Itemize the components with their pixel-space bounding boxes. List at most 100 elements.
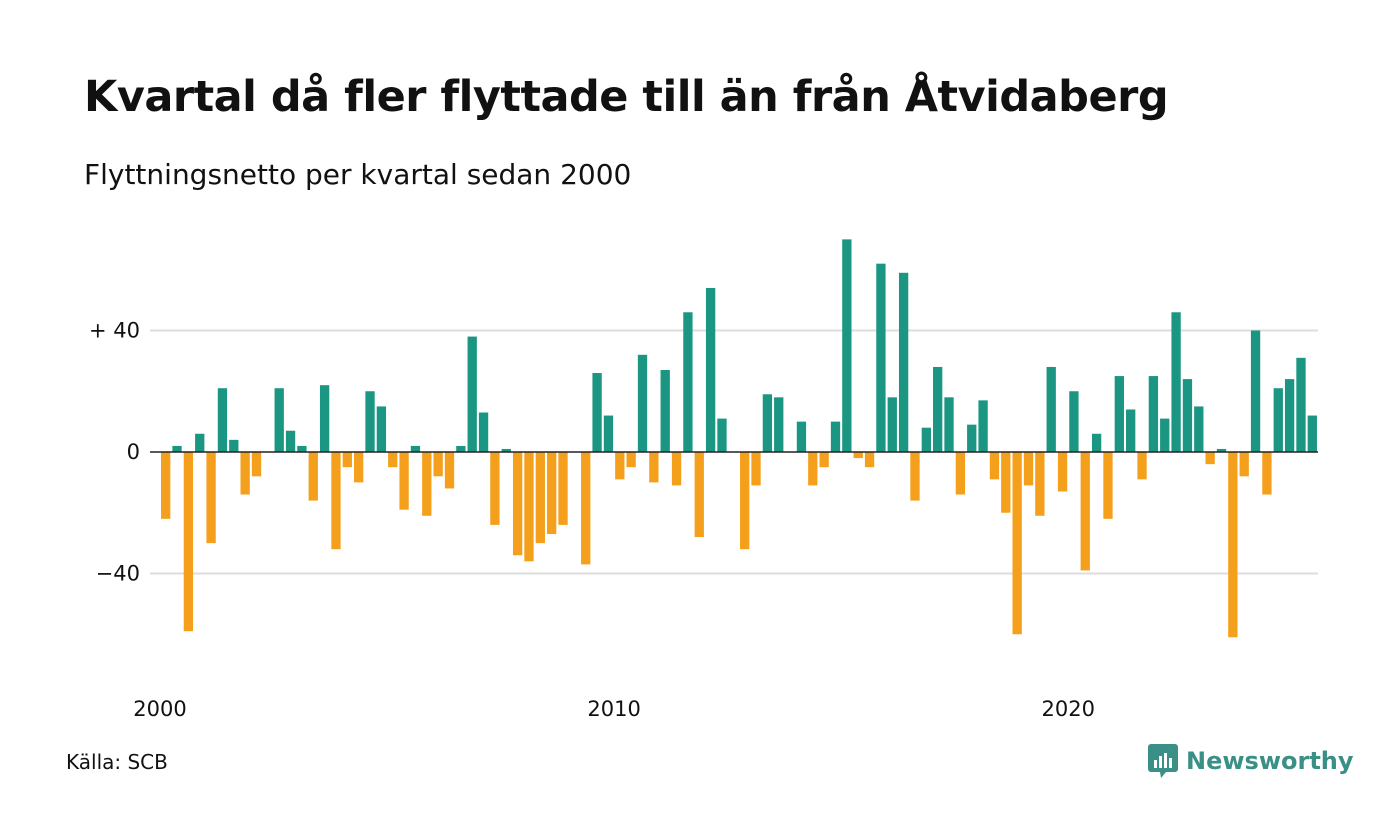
bar [251, 452, 262, 477]
bar [183, 452, 194, 632]
bar [1307, 415, 1317, 452]
bar [705, 287, 716, 453]
bar [467, 336, 477, 452]
bar [853, 452, 863, 459]
bar [490, 452, 500, 525]
bar [944, 397, 954, 452]
bar [671, 452, 682, 486]
bar [297, 445, 307, 453]
bar [626, 452, 636, 468]
newsworthy-logo: Newsworthy [1148, 744, 1354, 778]
bar [876, 263, 886, 452]
bar [1137, 452, 1147, 480]
bar [1182, 379, 1193, 452]
bar [1160, 418, 1170, 452]
bar [172, 445, 182, 453]
y-axis: + 40 0 −40 [89, 319, 140, 586]
bar [195, 433, 205, 452]
bar [921, 427, 931, 452]
bar [1205, 452, 1215, 465]
bar [388, 452, 398, 468]
bar [547, 452, 557, 535]
bar [1126, 409, 1136, 452]
bar [910, 452, 920, 501]
bar [456, 445, 466, 453]
bar [161, 452, 171, 519]
x-tick-label: 2000 [133, 697, 186, 721]
bar [830, 421, 841, 453]
bar [581, 452, 591, 565]
bar [1194, 406, 1204, 452]
bar [819, 452, 829, 468]
bar [740, 452, 750, 550]
bar [217, 388, 228, 452]
bar [1228, 452, 1238, 638]
bar [365, 391, 375, 452]
bar [637, 354, 648, 452]
bar [615, 452, 625, 480]
bar [649, 452, 659, 483]
bar [1284, 379, 1295, 452]
bar [512, 452, 523, 556]
x-tick-label: 2010 [587, 697, 640, 721]
chart-bubble-icon [1148, 744, 1178, 778]
bar [422, 452, 432, 516]
bar [444, 452, 455, 489]
bar [433, 452, 443, 477]
bar [376, 406, 387, 452]
bar [603, 415, 614, 452]
chart-title: Kvartal då fler flyttade till än från Åt… [84, 72, 1169, 122]
bar [762, 394, 773, 452]
bar [1080, 452, 1090, 571]
bar [331, 452, 341, 550]
bar [1273, 388, 1283, 452]
bar [1114, 376, 1124, 452]
bar [842, 239, 852, 453]
bar [524, 452, 534, 562]
bar [478, 412, 489, 452]
bar [240, 452, 250, 495]
bar [1216, 448, 1227, 452]
source-note: Källa: SCB [66, 750, 168, 774]
bar [1171, 312, 1181, 452]
y-tick-label: + 40 [89, 319, 140, 343]
bar [229, 439, 239, 452]
bar [989, 452, 1000, 480]
bar [864, 452, 875, 468]
bar [501, 448, 511, 452]
bar [898, 272, 909, 452]
y-tick-label: −40 [96, 562, 140, 586]
bars [161, 239, 1317, 638]
bar [1035, 452, 1045, 516]
bar [887, 397, 897, 452]
bar [955, 452, 966, 495]
bar [796, 421, 807, 453]
bar [808, 452, 818, 486]
bar [399, 452, 409, 510]
bar [535, 452, 545, 544]
bar [285, 430, 296, 452]
bar [1148, 376, 1159, 452]
brand-name: Newsworthy [1186, 747, 1354, 775]
bar [967, 424, 977, 452]
bar [660, 369, 670, 452]
bar [1057, 452, 1068, 492]
bar [410, 445, 421, 453]
bar [342, 452, 352, 468]
bar [1250, 330, 1261, 452]
bar [694, 452, 704, 538]
bar [1239, 452, 1249, 477]
bar [933, 366, 943, 452]
grid-lines [150, 329, 1318, 575]
bar [1262, 452, 1272, 495]
bar [1046, 366, 1056, 452]
bar [1296, 357, 1306, 452]
bar [308, 452, 318, 501]
bar [683, 312, 693, 452]
bar [592, 373, 602, 452]
bar [1091, 433, 1102, 452]
bar [274, 388, 284, 452]
bar [1103, 452, 1113, 519]
bar [319, 385, 330, 453]
y-tick-label: 0 [127, 440, 140, 464]
